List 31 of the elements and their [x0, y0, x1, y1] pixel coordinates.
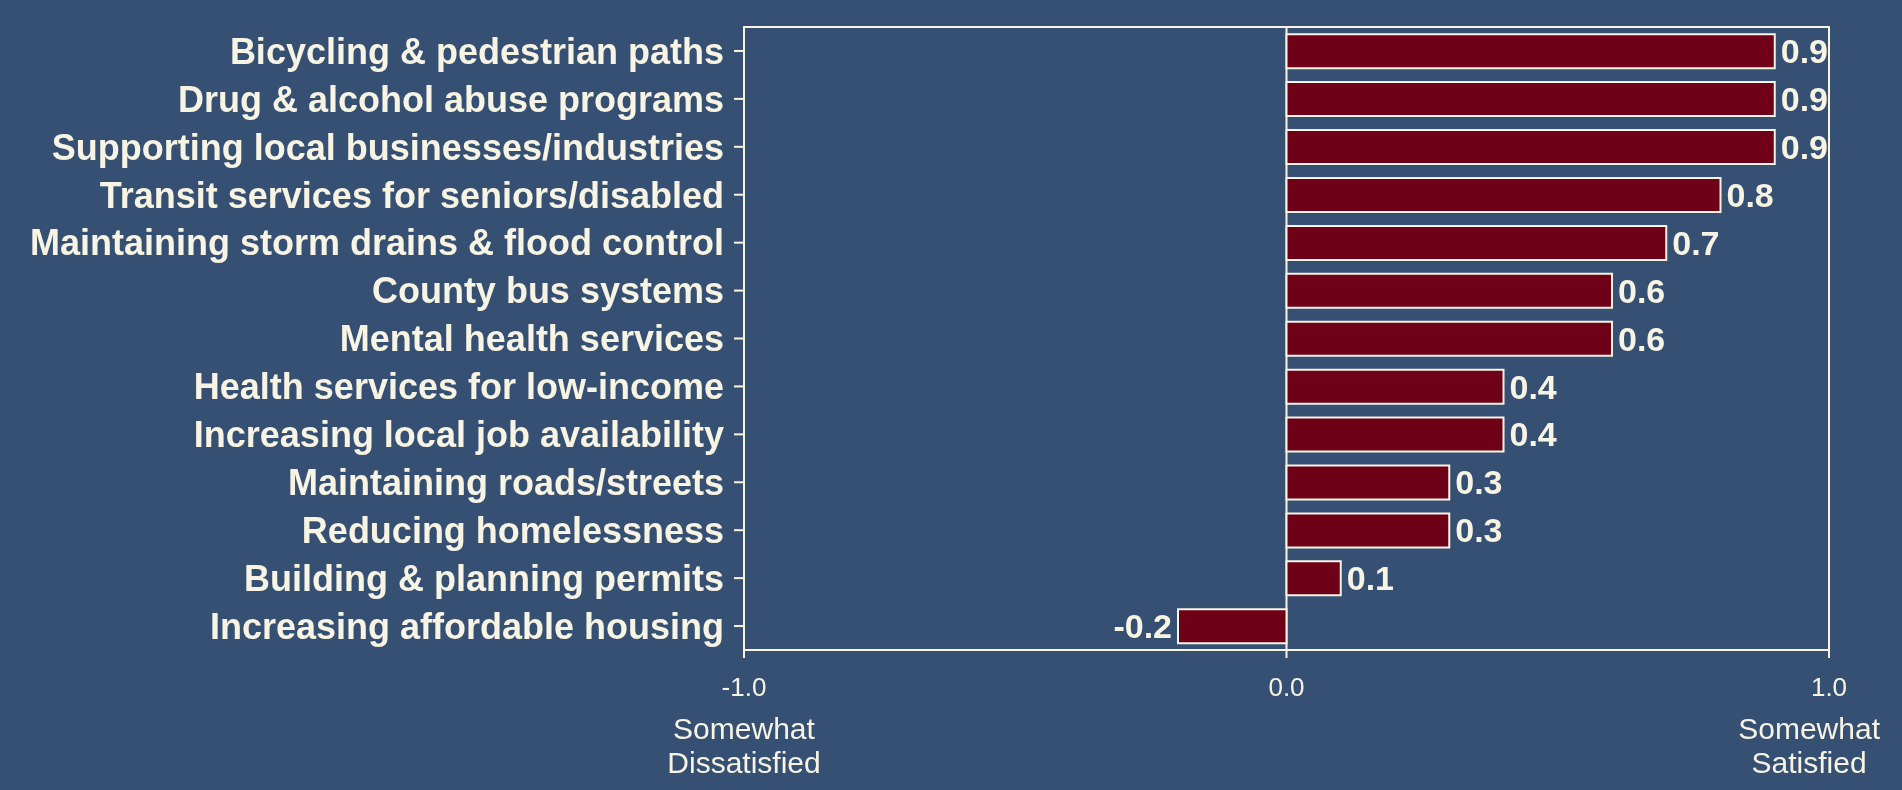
- x-tick-label: 1.0: [1810, 672, 1848, 703]
- data-label: 0.1: [1346, 559, 1395, 598]
- data-label: 0.4: [1509, 367, 1557, 406]
- y-tick-label: County bus systems: [371, 270, 724, 312]
- data-label: 0.8: [1726, 175, 1774, 214]
- y-tick-label: Increasing affordable housing: [209, 605, 724, 647]
- data-label: 0.9: [1780, 127, 1829, 166]
- data-label: 0.7: [1672, 223, 1720, 262]
- data-label: 0.6: [1618, 271, 1666, 310]
- data-label: 0.3: [1455, 463, 1503, 502]
- text: Somewhat Satisfied: [1738, 712, 1880, 780]
- y-tick-label: Transit services for seniors/disabled: [99, 174, 724, 216]
- y-tick-label: Mental health services: [339, 318, 724, 360]
- y-tick-label: Reducing homelessness: [301, 509, 724, 551]
- y-tick-label: Bicycling & pedestrian paths: [229, 30, 724, 72]
- y-tick-label: Increasing local job availability: [193, 414, 724, 456]
- data-label: 0.9: [1780, 32, 1829, 71]
- y-tick-label: Maintaining roads/streets: [287, 462, 724, 504]
- y-tick-label: Health services for low-income: [193, 366, 724, 408]
- data-label: 0.3: [1455, 511, 1503, 550]
- y-tick-label: Drug & alcohol abuse programs: [177, 78, 724, 120]
- y-tick-label: Building & planning permits: [244, 557, 724, 599]
- y-tick-label: Supporting local businesses/industries: [51, 126, 724, 168]
- x-tick-label: -1.0: [721, 672, 767, 703]
- data-label: 0.9: [1780, 80, 1829, 119]
- data-label: 0.4: [1509, 415, 1557, 454]
- y-tick-label: Maintaining storm drains & flood control: [29, 222, 724, 264]
- data-label: 0.6: [1618, 319, 1666, 358]
- text: Somewhat Dissatisfied: [667, 712, 821, 780]
- data-label: -0.2: [1113, 607, 1172, 646]
- x-tick-label: 0.0: [1268, 672, 1305, 703]
